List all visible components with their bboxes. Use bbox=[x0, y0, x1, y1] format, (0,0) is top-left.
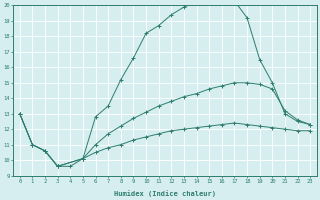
X-axis label: Humidex (Indice chaleur): Humidex (Indice chaleur) bbox=[114, 190, 216, 197]
